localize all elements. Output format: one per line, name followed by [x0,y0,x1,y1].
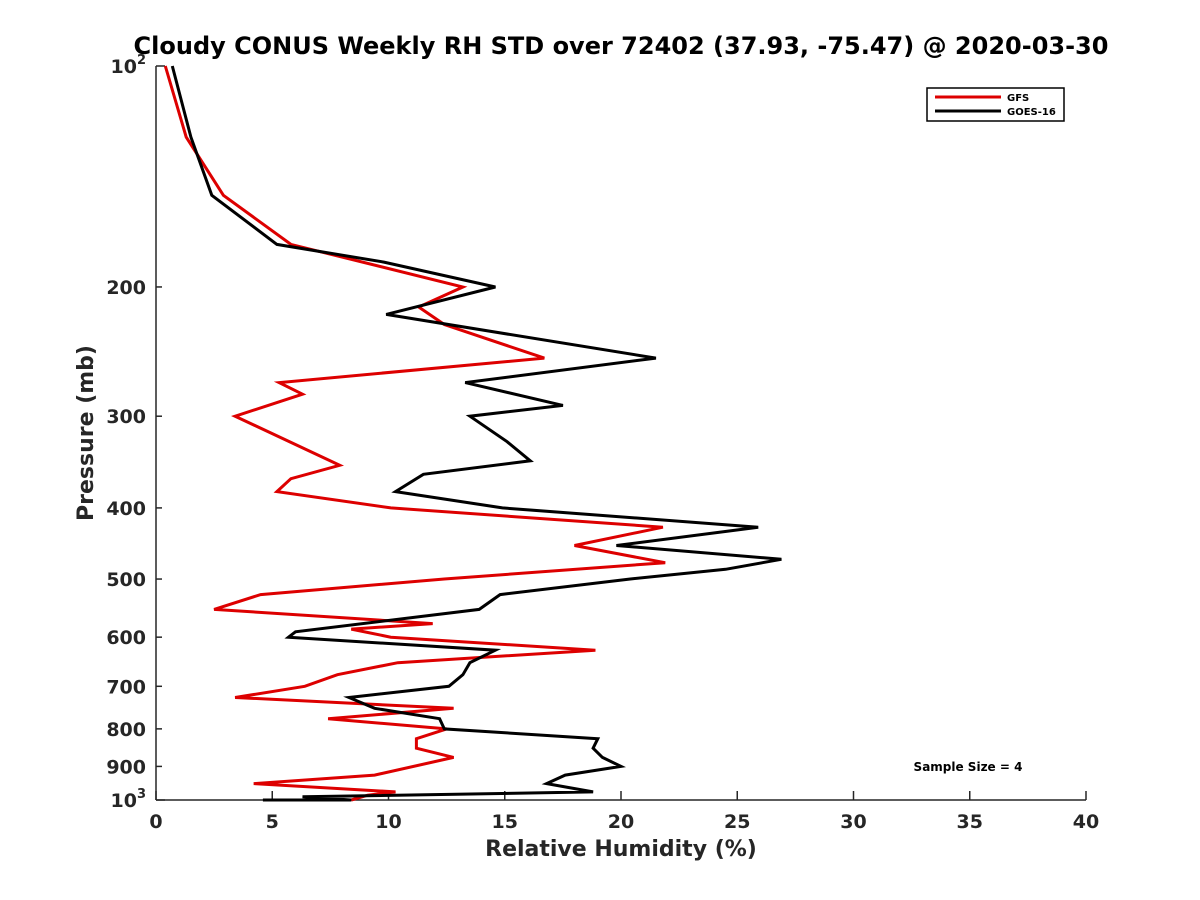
x-tick-label: 15 [492,811,518,833]
x-tick-label: 5 [266,811,279,833]
series-line-gfs [163,65,666,802]
y-tick-label: 600 [106,627,146,649]
legend: GFS GOES-16 [926,87,1065,122]
y-tick-exponent: 3 [137,787,146,802]
chart-title: Cloudy CONUS Weekly RH STD over 72402 (3… [134,32,1109,60]
y-tick-label: 400 [106,498,146,520]
y-tick-exponent: 2 [137,53,146,68]
x-axis-label: Relative Humidity (%) [485,837,757,862]
plot-axes: 0 5 10 15 20 25 30 35 40102200300400500600700800… [106,53,1099,833]
x-tick-label: 40 [1073,811,1099,833]
y-tick-label: 900 [106,756,146,778]
sample-size-annotation: Sample Size = 4 [914,760,1023,774]
y-tick-label: 300 [106,406,146,428]
x-tick-label: 20 [608,811,634,833]
legend-label: GFS [1007,93,1029,104]
x-tick-label: 30 [840,811,866,833]
legend-box [926,87,1065,122]
x-tick-label: 0 [149,811,162,833]
y-tick-label: 700 [106,676,146,698]
x-tick-label: 35 [957,811,983,833]
y-tick-label: 500 [106,569,146,591]
series-line-goes-16 [170,65,782,802]
y-tick-label: 200 [106,277,146,299]
legend-label: GOES-16 [1007,107,1056,118]
y-axis-label: Pressure (mb) [74,345,99,521]
y-tick-label: 800 [106,719,146,741]
y-tick-label: 103 [111,787,147,812]
x-tick-label: 10 [375,811,401,833]
x-tick-label: 25 [724,811,750,833]
series-layer [163,65,782,802]
y-tick-base: 10 [111,56,137,78]
y-tick-label: 102 [111,53,147,78]
y-tick-base: 10 [111,790,137,812]
